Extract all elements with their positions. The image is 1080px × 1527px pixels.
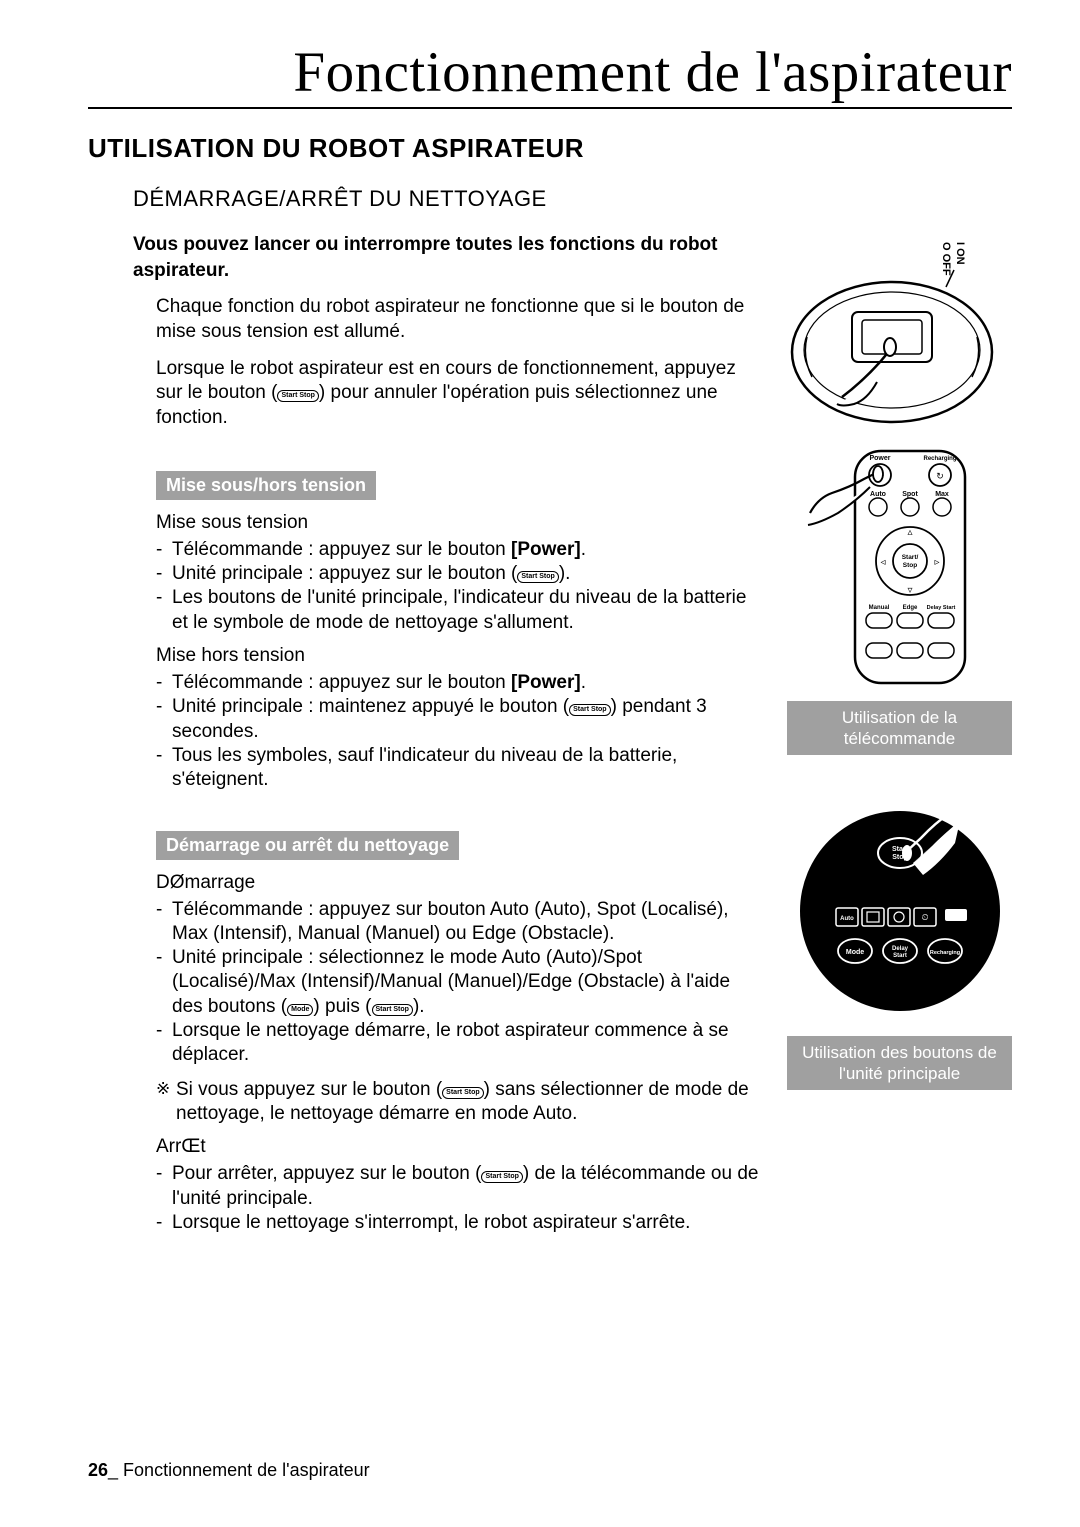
intro-para-2: Lorsque le robot aspirateur est en cours… [156,357,754,431]
text: Télécommande : appuyez sur le bouton [172,539,511,560]
text: Lorsque le nettoyage démarre, le robot a… [156,1019,759,1068]
control-panel-diagram: Start Stop Auto ⏲ Mode Delay Start R [795,803,1005,1028]
start-stop-icon: Start Stop [517,571,558,583]
section-title: UTILISATION DU ROBOT ASPIRATEUR [88,133,1012,164]
page-footer: 26_ Fonctionnement de l'aspirateur [88,1460,370,1481]
svg-text:Edge: Edge [902,605,917,611]
switch-off-label: O OFF [940,242,952,276]
remote-recharging-label: Recharging [923,456,956,462]
remote-caption: Utilisation de la télécommande [787,701,1012,756]
subsection-title: DÉMARRAGE/ARRÊT DU NETTOYAGE [133,186,1012,212]
power-off-list: Télécommande : appuyez sur le bouton [Po… [156,671,759,793]
svg-text:Delay Start: Delay Start [926,605,955,611]
text: Télécommande : appuyez sur bouton Auto (… [156,898,759,947]
power-label: [Power] [511,672,581,693]
text: _ [108,1460,123,1480]
gray-label-power: Mise sous/hors tension [156,471,376,500]
stop-head: ArrŒt [156,1136,759,1158]
svg-text:Stop: Stop [902,562,916,569]
start-head: DØmarrage [156,872,759,894]
auto-note: Si vous appuyez sur le bouton (Start Sto… [156,1078,759,1127]
start-stop-icon: Start Stop [569,704,610,716]
start-list: Télécommande : appuyez sur bouton Auto (… [156,898,759,1068]
robot-diagram: I ON O OFF [782,232,1012,432]
power-off-head: Mise hors tension [156,645,759,667]
footer-title: Fonctionnement de l'aspirateur [123,1460,370,1480]
text: Lorsque le nettoyage s'interrompt, le ro… [156,1211,759,1235]
text: Si vous appuyez sur le bouton ( [176,1079,442,1100]
text: Télécommande : appuyez sur le bouton [172,672,511,693]
panel-caption: Utilisation des boutons de l'unité princ… [787,1036,1012,1091]
power-on-head: Mise sous tension [156,512,759,534]
page-number: 26 [88,1460,108,1480]
start-stop-icon: Start Stop [277,390,318,402]
start-stop-icon: Start Stop [481,1171,522,1183]
svg-text:Manual: Manual [868,605,889,611]
svg-text:Recharging: Recharging [929,950,959,956]
text: Unité principale : sélectionnez le mode … [172,947,730,1017]
intro-bold: Vous pouvez lancer ou interrompre toutes… [133,232,754,283]
remote-diagram: ⏻ Power ↻ Recharging Auto Spot Max Start… [800,443,1000,693]
text: . [581,672,586,693]
text: ). [559,563,571,584]
svg-text:Max: Max [935,491,949,498]
svg-text:Start: Start [893,953,907,959]
svg-text:▵: ▵ [907,527,912,538]
gray-label-cleaning: Démarrage ou arrêt du nettoyage [156,831,459,860]
svg-text:⏲: ⏲ [921,912,928,922]
text: ). [413,996,425,1017]
text: Unité principale : maintenez appuyé le b… [172,696,569,717]
svg-text:Mode: Mode [845,949,863,956]
start-stop-icon: Start Stop [372,1004,413,1016]
remote-power-label: Power [869,455,890,462]
text: Unité principale : appuyez sur le bouton… [172,563,517,584]
start-stop-icon: Start Stop [442,1087,483,1099]
text: ) puis ( [313,996,371,1017]
power-label: [Power] [511,539,581,560]
svg-text:Delay: Delay [891,946,908,952]
svg-text:Auto: Auto [870,491,886,498]
svg-text:▹: ▹ [934,557,939,568]
text: . [581,539,586,560]
svg-text:Spot: Spot [902,491,918,498]
svg-text:Start/: Start/ [901,554,918,561]
svg-text:▿: ▿ [907,585,912,596]
svg-text:Auto: Auto [840,916,854,922]
stop-list: Pour arrêter, appuyez sur le bouton (Sta… [156,1162,759,1235]
mode-icon: Mode [287,1004,313,1016]
intro-para-1: Chaque fonction du robot aspirateur ne f… [156,295,754,344]
svg-text:↻: ↻ [936,471,944,481]
text: Les boutons de l'unité principale, l'ind… [156,586,759,635]
power-on-list: Télécommande : appuyez sur le bouton [Po… [156,538,759,635]
chapter-title: Fonctionnement de l'aspirateur [88,40,1012,109]
switch-on-label: I ON [954,242,966,265]
text: Tous les symboles, sauf l'indicateur du … [156,744,759,793]
svg-text:◃: ◃ [880,557,885,568]
text: Pour arrêter, appuyez sur le bouton ( [172,1163,481,1184]
